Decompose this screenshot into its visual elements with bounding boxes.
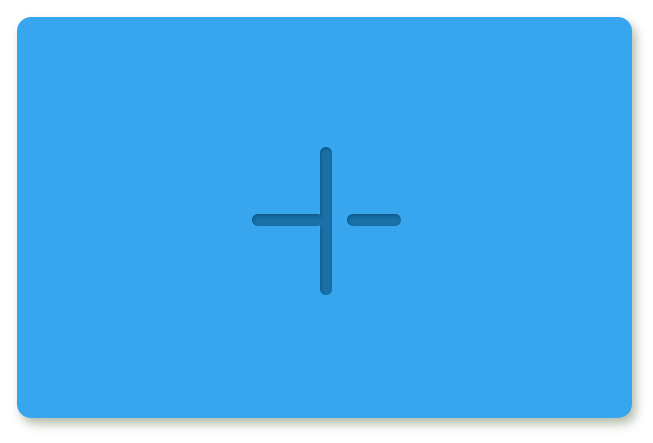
- add-new-card-button[interactable]: [17, 17, 632, 418]
- plus-icon: [252, 147, 401, 295]
